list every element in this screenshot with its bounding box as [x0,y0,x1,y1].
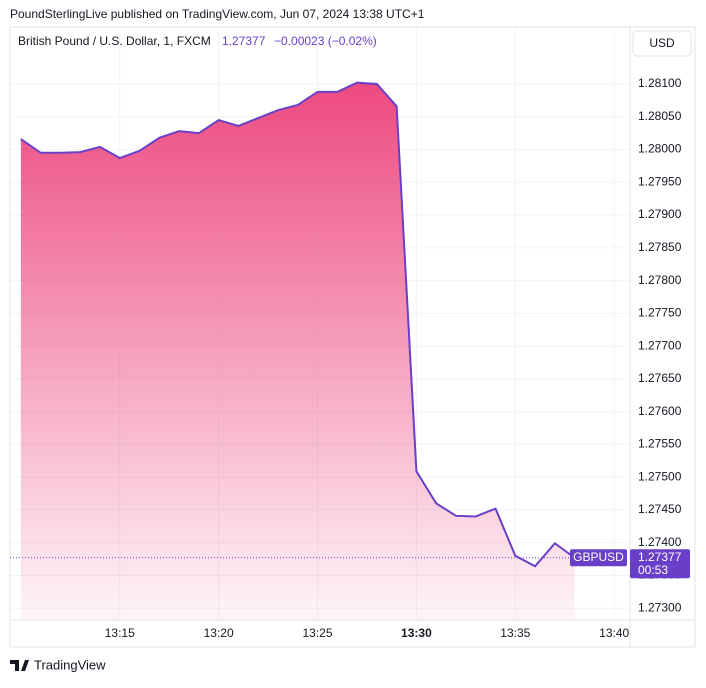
y-tick-label: 1.28050 [638,109,682,123]
price: 1.27377 [222,34,266,48]
price-tag [630,549,690,579]
symbol-tag [570,549,627,567]
y-tick-label: 1.27500 [638,469,682,483]
line [20,81,576,568]
symbol: British Pound / U.S. Dollar, 1, FXCM [18,34,211,48]
brand-logo [10,660,29,671]
countdown: 00:53 [638,563,668,577]
brand: TradingView [34,657,106,672]
x-tick-label: 13:25 [303,626,333,640]
y-tick-label: 1.27800 [638,273,682,287]
x-tick-label: 13:30 [401,626,432,640]
y-tick-label: 1.28000 [638,142,682,156]
symbol-tag-label: GBPUSD [573,550,624,564]
published: PoundSterlingLive published on TradingVi… [10,7,425,21]
y-tick-label: 1.27950 [638,174,682,188]
y-tick-label: 1.27700 [638,338,682,352]
frame [9,26,696,648]
currency[interactable]: USD [649,36,675,50]
y-tick-label: 1.27550 [638,437,682,451]
x-tick-label: 13:40 [599,626,629,640]
x-tick-label: 13:15 [105,626,135,640]
change: −0.00023 (−0.02%) [274,34,377,48]
x-tick-label: 13:20 [204,626,234,640]
y-tick-label: 1.28100 [638,76,682,90]
area [20,82,575,620]
price-tag-value: 1.27377 [638,550,682,564]
y-tick-label: 1.27650 [638,371,682,385]
y-tick-label: 1.27600 [638,404,682,418]
y-tick-label: 1.27750 [638,306,682,320]
y-tick-label: 1.27400 [638,535,682,549]
currency-button[interactable] [632,30,692,57]
y-tick-label: 1.27900 [638,207,682,221]
y-tick-label: 1.27450 [638,502,682,516]
y-tick-label: 1.27300 [638,600,682,614]
y-tick-label: 1.27850 [638,240,682,254]
x-tick-label: 13:35 [500,626,530,640]
